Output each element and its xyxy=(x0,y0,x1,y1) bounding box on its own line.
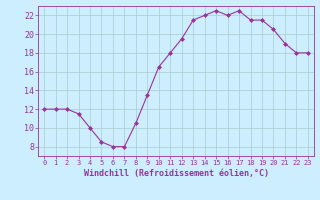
X-axis label: Windchill (Refroidissement éolien,°C): Windchill (Refroidissement éolien,°C) xyxy=(84,169,268,178)
